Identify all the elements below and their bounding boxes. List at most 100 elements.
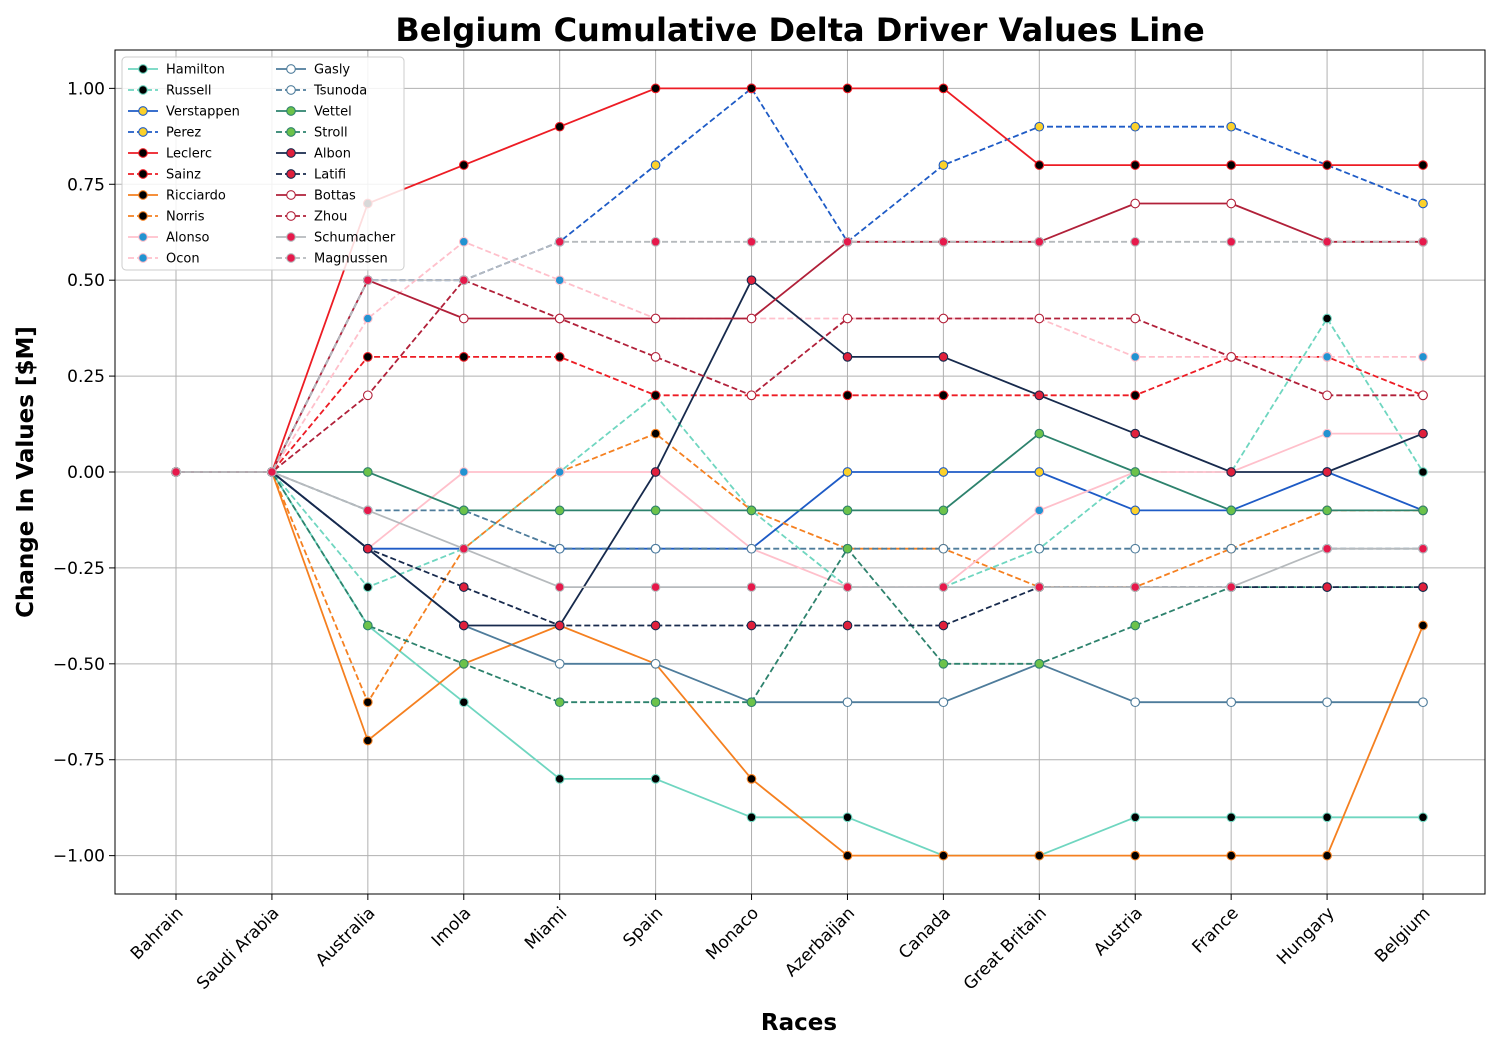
- data-point-ricciardo: [938, 850, 949, 861]
- data-point-zhou: [1226, 352, 1237, 362]
- data-point-leclerc: [1418, 160, 1428, 170]
- series-line-bottas: [176, 202, 1423, 473]
- data-point-magnussen: [1226, 236, 1237, 247]
- data-point-latifi: [1418, 582, 1428, 592]
- data-point-perez: [1034, 121, 1045, 132]
- data-point-zhou: [746, 390, 757, 401]
- data-point-perez: [938, 160, 949, 170]
- legend-label-sainz: Sainz: [166, 168, 201, 183]
- data-point-tsunoda: [746, 543, 757, 554]
- series-vettel: [171, 428, 1428, 516]
- legend-marker-albon: [286, 148, 296, 158]
- data-point-tsunoda: [1130, 543, 1141, 554]
- data-point-albon: [1322, 467, 1332, 477]
- data-point-verstappen: [842, 467, 853, 477]
- data-point-zhou: [650, 352, 661, 362]
- y-tick-label: 0.25: [67, 367, 105, 387]
- data-point-latifi: [842, 620, 853, 631]
- data-point-albon: [746, 275, 757, 286]
- data-point-gasly: [650, 658, 661, 669]
- data-point-vettel: [842, 505, 853, 516]
- data-point-schumacher: [746, 582, 757, 592]
- data-point-tsunoda: [1034, 543, 1045, 554]
- data-point-schumacher: [1034, 582, 1045, 592]
- data-point-magnussen: [267, 467, 277, 477]
- series-line-tsunoda: [176, 471, 1423, 550]
- legend-marker-latifi: [286, 169, 296, 179]
- data-point-latifi: [650, 620, 661, 631]
- legend-label-perez: Perez: [166, 126, 201, 141]
- data-point-latifi: [1322, 582, 1332, 592]
- data-point-hamilton: [1322, 812, 1332, 823]
- legend-marker-gasly: [286, 64, 296, 74]
- legend-marker-vettel: [286, 106, 296, 116]
- legend-marker-hamilton: [138, 64, 148, 74]
- legend-marker-magnussen: [286, 253, 296, 263]
- x-tick-label: Canada: [895, 903, 955, 963]
- data-point-vettel: [938, 505, 949, 516]
- data-point-leclerc: [1226, 160, 1237, 170]
- data-point-magnussen: [1034, 236, 1045, 247]
- data-point-russell: [1418, 467, 1428, 477]
- data-point-stroll: [1034, 658, 1045, 669]
- data-point-latifi: [746, 620, 757, 631]
- series-schumacher: [171, 467, 1428, 592]
- data-point-bottas: [650, 313, 661, 324]
- data-point-vettel: [362, 467, 373, 477]
- data-point-stroll: [842, 543, 853, 554]
- data-point-alonso: [1322, 428, 1332, 439]
- data-point-schumacher: [1322, 543, 1332, 554]
- legend-label-norris: Norris: [166, 210, 205, 225]
- data-point-zhou: [1418, 390, 1428, 401]
- data-point-albon: [1034, 390, 1045, 401]
- data-point-gasly: [554, 658, 565, 669]
- data-point-leclerc: [746, 83, 757, 94]
- data-point-ricciardo: [362, 735, 373, 746]
- data-point-magnussen: [1418, 236, 1428, 247]
- legend-marker-verstappen: [138, 106, 148, 116]
- series-lines: [171, 83, 1428, 861]
- legend-marker-sainz: [138, 169, 148, 179]
- data-point-leclerc: [1034, 160, 1045, 170]
- data-point-stroll: [458, 658, 469, 669]
- legend-marker-perez: [138, 127, 148, 137]
- legend-label-vettel: Vettel: [314, 105, 352, 120]
- data-point-albon: [1130, 428, 1141, 439]
- data-point-vettel: [554, 505, 565, 516]
- legend-marker-norris: [138, 211, 148, 221]
- data-point-bottas: [1130, 198, 1141, 209]
- data-point-ricciardo: [842, 850, 853, 861]
- legend-marker-ricciardo: [138, 190, 148, 200]
- data-point-zhou: [1322, 390, 1332, 401]
- data-point-magnussen: [458, 275, 469, 286]
- data-point-ricciardo: [1418, 620, 1428, 631]
- data-point-vettel: [458, 505, 469, 516]
- series-line-albon: [176, 279, 1424, 627]
- x-tick-label: Belgium: [1371, 903, 1434, 966]
- x-tick-label: Imola: [428, 903, 475, 950]
- data-point-schumacher: [650, 582, 661, 592]
- legend-label-latifi: Latifi: [314, 168, 346, 183]
- data-point-magnussen: [362, 275, 373, 286]
- data-point-hamilton: [1418, 812, 1428, 823]
- data-point-magnussen: [1130, 236, 1141, 247]
- series-line-alonso: [176, 432, 1423, 588]
- data-point-ricciardo: [1034, 850, 1045, 861]
- series-magnussen: [171, 236, 1428, 477]
- data-point-tsunoda: [938, 543, 949, 554]
- legend-label-albon: Albon: [314, 147, 351, 162]
- legend: Hamilton Russell Verstappen Perez Leclerc Sai…: [121, 56, 405, 271]
- data-point-norris: [362, 697, 373, 708]
- data-point-leclerc: [1130, 160, 1141, 170]
- data-point-sainz: [362, 352, 373, 362]
- data-point-leclerc: [458, 160, 469, 170]
- data-point-zhou: [362, 390, 373, 401]
- data-point-ocon: [362, 313, 373, 324]
- data-point-russell: [1322, 313, 1332, 324]
- data-point-hamilton: [842, 812, 853, 823]
- data-point-perez: [1130, 121, 1141, 132]
- series-line-latifi: [176, 471, 1423, 627]
- data-point-ocon: [554, 275, 565, 286]
- data-point-sainz: [554, 352, 565, 362]
